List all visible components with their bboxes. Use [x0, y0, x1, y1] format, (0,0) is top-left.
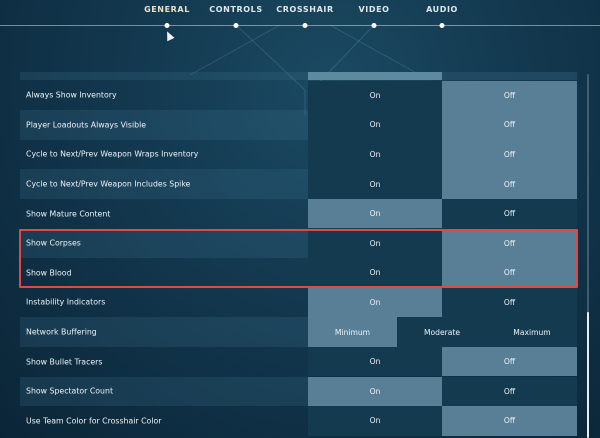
- setting-row-show-blood: Show Blood On Off: [20, 258, 577, 288]
- option-off[interactable]: Off: [442, 139, 577, 170]
- tab-divider-line: [0, 25, 600, 26]
- option-off[interactable]: Off: [442, 110, 577, 140]
- tab-indicator-dot: [371, 23, 377, 28]
- scrollbar-track[interactable]: [587, 74, 589, 438]
- option-off[interactable]: Off: [442, 376, 577, 407]
- setting-row-cycle-weapon-wraps-inventory: Cycle to Next/Prev Weapon Wraps Inventor…: [20, 139, 577, 170]
- setting-row-network-buffering: Network Buffering Minimum Moderate Maxim…: [20, 317, 577, 347]
- option-off[interactable]: Off: [442, 406, 577, 436]
- setting-label: Show Corpses: [26, 238, 81, 248]
- setting-label: Cycle to Next/Prev Weapon Wraps Inventor…: [26, 149, 199, 159]
- option-off[interactable]: Off: [442, 287, 577, 318]
- option-on[interactable]: On: [308, 169, 442, 199]
- option-moderate[interactable]: Moderate: [397, 317, 487, 347]
- option-off[interactable]: Off: [442, 228, 577, 259]
- tab-indicator-dot: [302, 23, 308, 28]
- option-on[interactable]: On: [308, 80, 442, 111]
- setting-label: Always Show Inventory: [26, 90, 117, 100]
- setting-label: Cycle to Next/Prev Weapon Includes Spike: [26, 179, 191, 189]
- tab-indicator-dot: [164, 23, 170, 28]
- setting-row-show-mature-content: Show Mature Content On Off: [20, 198, 577, 229]
- tab-general[interactable]: GENERAL: [144, 5, 190, 14]
- setting-label: Instability Indicators: [26, 297, 106, 307]
- option-on[interactable]: On: [308, 110, 442, 140]
- option-minimum[interactable]: Minimum: [308, 317, 397, 347]
- setting-label: Player Loadouts Always Visible: [26, 120, 147, 130]
- option-on[interactable]: On: [308, 228, 442, 259]
- tab-controls[interactable]: CONTROLS: [209, 5, 263, 14]
- option-on[interactable]: On: [308, 406, 442, 436]
- highlight-box-corpses-blood: [19, 229, 578, 288]
- option-off[interactable]: Off: [442, 258, 577, 288]
- tab-crosshair[interactable]: CROSSHAIR: [276, 5, 334, 14]
- option-off[interactable]: Off: [442, 169, 577, 199]
- option-off[interactable]: Off: [442, 198, 577, 229]
- option-on[interactable]: On: [308, 139, 442, 170]
- setting-label: Show Blood: [26, 268, 72, 278]
- setting-row-show-bullet-tracers: Show Bullet Tracers On Off: [20, 346, 577, 377]
- tab-audio[interactable]: AUDIO: [426, 5, 458, 14]
- setting-label: Show Mature Content: [26, 209, 111, 219]
- settings-tab-bar: GENERAL CONTROLS CROSSHAIR VIDEO AUDIO: [0, 0, 600, 40]
- setting-row-instability-indicators: Instability Indicators On Off: [20, 287, 577, 318]
- tab-indicator-dot: [439, 23, 445, 28]
- setting-row-always-show-inventory: Always Show Inventory On Off: [20, 80, 577, 111]
- setting-row-show-spectator-count: Show Spectator Count On Off: [20, 376, 577, 407]
- tab-indicator-dot: [233, 23, 239, 28]
- setting-label: Show Bullet Tracers: [26, 357, 103, 367]
- setting-row-player-loadouts-always-visible: Player Loadouts Always Visible On Off: [20, 110, 577, 140]
- setting-label: Network Buffering: [26, 327, 97, 337]
- setting-row-cycle-weapon-includes-spike: Cycle to Next/Prev Weapon Includes Spike…: [20, 169, 577, 199]
- option-off[interactable]: Off: [442, 346, 577, 377]
- option-maximum[interactable]: Maximum: [487, 317, 577, 347]
- partial-row-above: [20, 72, 577, 80]
- setting-row-show-corpses: Show Corpses On Off: [20, 228, 577, 259]
- tab-video[interactable]: VIDEO: [358, 5, 390, 14]
- option-off[interactable]: Off: [442, 80, 577, 111]
- option-on[interactable]: On: [308, 287, 442, 318]
- option-on[interactable]: On: [308, 258, 442, 288]
- setting-label: Show Spectator Count: [26, 386, 113, 396]
- option-on[interactable]: On: [308, 376, 442, 407]
- setting-row-use-team-color-crosshair: Use Team Color for Crosshair Color On Of…: [20, 406, 577, 436]
- scrollbar-thumb[interactable]: [587, 312, 589, 438]
- option-on[interactable]: On: [308, 346, 442, 377]
- setting-label: Use Team Color for Crosshair Color: [26, 416, 162, 426]
- option-on[interactable]: On: [308, 198, 442, 229]
